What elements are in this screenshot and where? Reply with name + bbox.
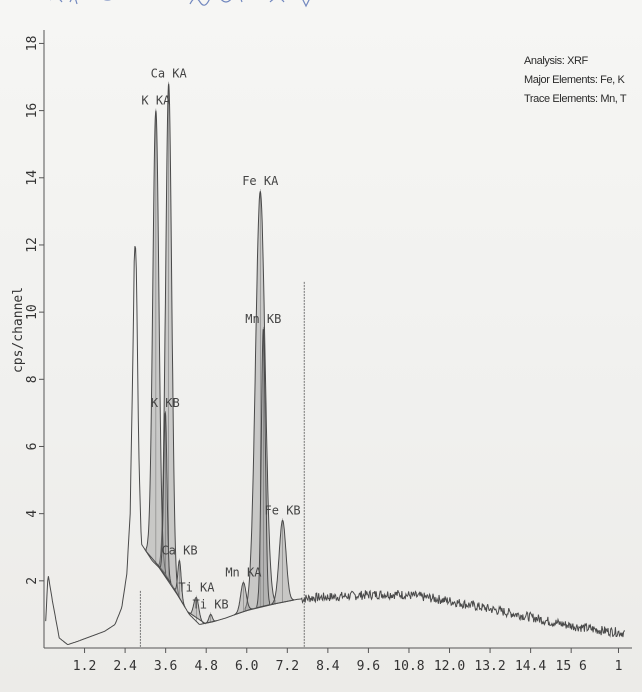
peak-label: Mn KA xyxy=(225,566,262,580)
y-tick-label: 18 xyxy=(25,36,40,52)
peak-label: Ca KA xyxy=(151,67,188,81)
trace-elements-line: Trace Elements: Mn, T xyxy=(524,93,627,105)
y-tick-label: 16 xyxy=(25,103,40,119)
peak-layer xyxy=(145,81,294,625)
analysis-line: Analysis: XRF xyxy=(524,55,588,67)
y-tick-label: 6 xyxy=(25,443,40,451)
peak-label-layer: Ca KA K KA K KB Fe KA Mn KB Ca KB Ti KA Ti KB Mn… xyxy=(141,67,300,612)
peak-label: Ti KB xyxy=(193,597,229,611)
x-tick-label: 13.2 xyxy=(474,659,505,674)
analysis-info-box: Analysis: XRF Major Elements: Fe, K Trac… xyxy=(524,52,642,109)
x-tick-label: 8.4 xyxy=(316,659,340,674)
handwriting-strokes xyxy=(50,0,310,8)
peak-label: Fe KB xyxy=(265,503,301,517)
y-tick-label: 14 xyxy=(25,170,40,186)
peak-label: K KB xyxy=(151,396,180,410)
x-tick-label: 9.6 xyxy=(357,659,380,674)
chart-axes xyxy=(43,30,632,649)
x-tick-label: 15 6 xyxy=(556,659,587,674)
y-tick-label: 2 xyxy=(25,577,40,585)
y-tick-label: 12 xyxy=(25,237,40,253)
x-tick-label: 2.4 xyxy=(113,659,137,674)
x-tick-label: 4.8 xyxy=(194,659,217,674)
x-tick-label: 3.6 xyxy=(154,659,177,674)
x-tick-label: 10.8 xyxy=(393,659,424,674)
chart-ticks: 1.2 2.4 3.6 4.8 6.0 7.2 8.4 9.6 10.8 12.0 13.2 14.4… xyxy=(25,36,622,674)
peak-label: Mn KB xyxy=(245,312,281,326)
peak-label: K KA xyxy=(141,94,171,108)
peak-label: Ti KA xyxy=(178,581,215,595)
x-tick-label: 1.2 xyxy=(73,659,96,674)
y-tick-label: 4 xyxy=(25,510,40,518)
x-tick-label: 12.0 xyxy=(434,659,465,674)
x-tick-label: 1 xyxy=(615,659,623,674)
major-elements-line: Major Elements: Fe, K xyxy=(524,74,625,86)
handwritten-header-scribble xyxy=(40,0,340,14)
y-tick-label: 8 xyxy=(25,375,40,383)
peak-label: Fe KA xyxy=(242,174,279,188)
spectrum-layer xyxy=(45,245,626,646)
x-tick-label: 7.2 xyxy=(276,659,299,674)
y-tick-label: 10 xyxy=(25,304,40,320)
y-axis-label: cps/channel xyxy=(11,287,26,373)
peak-label: Ca KB xyxy=(161,544,197,558)
x-tick-label: 6.0 xyxy=(235,659,258,674)
spectrum-continuum-line xyxy=(45,245,626,646)
x-tick-label: 14.4 xyxy=(515,659,546,674)
